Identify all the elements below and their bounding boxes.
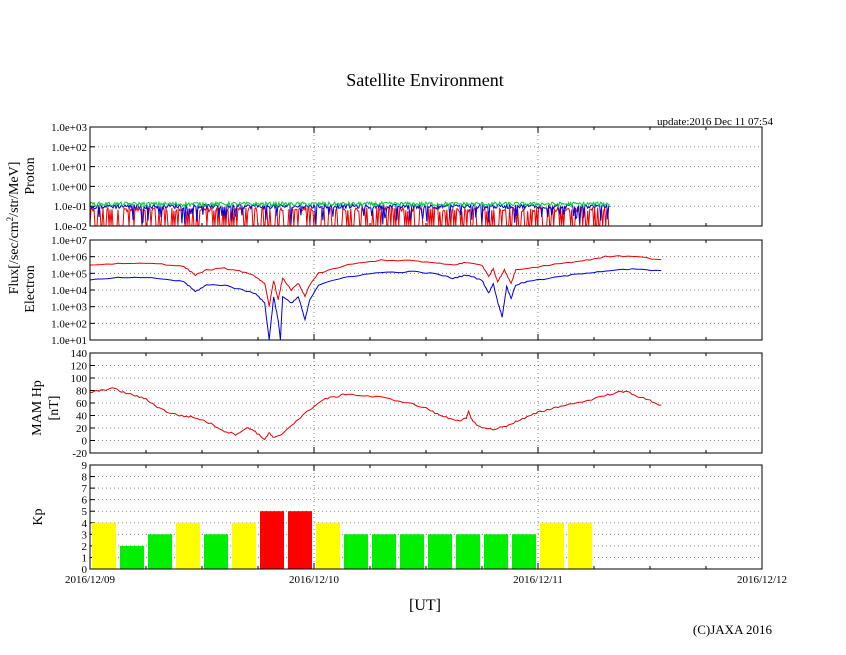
electron-series-blue (89, 268, 662, 341)
y-tick-label: 1.0e+07 (51, 235, 87, 247)
electron-series-red (89, 255, 662, 307)
y-tick-label: 7 (82, 483, 88, 495)
x-tick-label: 2016/12/12 (737, 574, 787, 586)
y-tick-label: 1.0e+01 (51, 162, 87, 174)
kp-bar (232, 522, 256, 569)
kp-axis-label: Kp (31, 508, 46, 525)
magnetic-axis-label: MAM Hp (30, 380, 45, 436)
kp-bar (120, 545, 144, 569)
proton-series-green (89, 200, 611, 209)
x-axis-label: [UT] (409, 597, 441, 614)
kp-bar (92, 522, 116, 569)
y-tick-label: 1.0e+01 (51, 335, 87, 347)
y-tick-label: 60 (76, 398, 88, 410)
y-tick-label: 5 (82, 506, 88, 518)
y-tick-label: 3 (82, 529, 88, 541)
y-tick-label: 6 (82, 495, 88, 507)
panel-frame (89, 239, 763, 341)
chart-title: Satellite Environment (346, 70, 503, 90)
y-tick-label: 4 (82, 518, 88, 530)
y-tick-label: 9 (82, 460, 88, 472)
x-tick-label: 2016/12/11 (513, 574, 563, 586)
flux-axis-label-part1: Flux[/sec/cm (7, 221, 22, 294)
y-tick-label: 1.0e+06 (51, 252, 87, 264)
y-tick-label: -20 (72, 448, 87, 460)
y-tick-label: 1.0e+00 (51, 181, 87, 193)
copyright: (C)JAXA 2016 (693, 622, 773, 637)
y-tick-label: 0 (82, 564, 88, 576)
kp-bar (400, 534, 424, 569)
kp-bar (204, 534, 228, 569)
panel-frame (89, 352, 763, 454)
kp-bar (288, 511, 312, 569)
proton-series-blue (89, 202, 610, 225)
y-tick-label: 40 (76, 411, 88, 423)
kp-bar (176, 522, 200, 569)
update-timestamp: update:2016 Dec 11 07:54 (657, 116, 773, 128)
x-axis-ticks: 2016/12/09 2016/12/10 2016/12/11 2016/12/12 (65, 574, 787, 586)
y-tick-label: 100 (71, 373, 88, 385)
y-tick-label: 80 (76, 386, 88, 398)
kp-bar (428, 534, 452, 569)
y-tick-label: 1.0e+03 (51, 122, 87, 134)
y-tick-label: 20 (76, 423, 88, 435)
magnetic-axis-unit: [nT] (47, 396, 62, 421)
electron-panel: 1.0e+01 1.0e+02 1.0e+03 1.0e+04 1.0e+05 1.0e+… (51, 235, 763, 347)
y-tick-label: 2 (82, 541, 88, 553)
y-tick-label: 1 (82, 552, 88, 564)
kp-bar (316, 522, 340, 569)
flux-axis-label: Flux[/sec/cm2/str/MeV] (5, 162, 22, 295)
y-tick-label: 1.0e-01 (54, 201, 87, 213)
kp-bar (456, 534, 480, 569)
y-tick-label: 1.0e-02 (54, 221, 87, 233)
y-tick-label: 140 (71, 348, 88, 360)
y-tick-label: 1.0e+02 (51, 142, 87, 154)
kp-bar (372, 534, 396, 569)
kp-bar (148, 534, 172, 569)
x-tick-label: 2016/12/10 (289, 574, 340, 586)
y-tick-label: 120 (71, 361, 88, 373)
proton-series-red (89, 205, 610, 227)
y-tick-label: 0 (82, 436, 88, 448)
flux-axis-label-part2: /str/MeV] (7, 162, 22, 217)
y-tick-label: 1.0e+05 (51, 268, 87, 280)
x-tick-label: 2016/12/09 (65, 574, 116, 586)
kp-bar (344, 534, 368, 569)
y-tick-label: 8 (82, 472, 88, 484)
proton-axis-label: Proton (23, 157, 38, 194)
magnetic-series-hp (89, 387, 662, 441)
panel-frame (89, 464, 763, 570)
y-tick-label: 1.0e+02 (51, 318, 87, 330)
flux-axis-label-superscript: 2 (5, 217, 15, 222)
kp-bar (512, 534, 536, 569)
y-tick-label: 1.0e+03 (51, 302, 87, 314)
y-tick-label: 1.0e+04 (51, 285, 87, 297)
kp-bar (484, 534, 508, 569)
kp-bar (540, 522, 564, 569)
kp-bar (260, 511, 284, 569)
panel-frame (89, 126, 763, 227)
proton-panel: 1.0e-02 1.0e-01 1.0e+00 1.0e+01 1.0e+02 1.0e+… (51, 122, 763, 233)
electron-axis-label: Electron (23, 265, 38, 312)
kp-bar (568, 522, 592, 569)
